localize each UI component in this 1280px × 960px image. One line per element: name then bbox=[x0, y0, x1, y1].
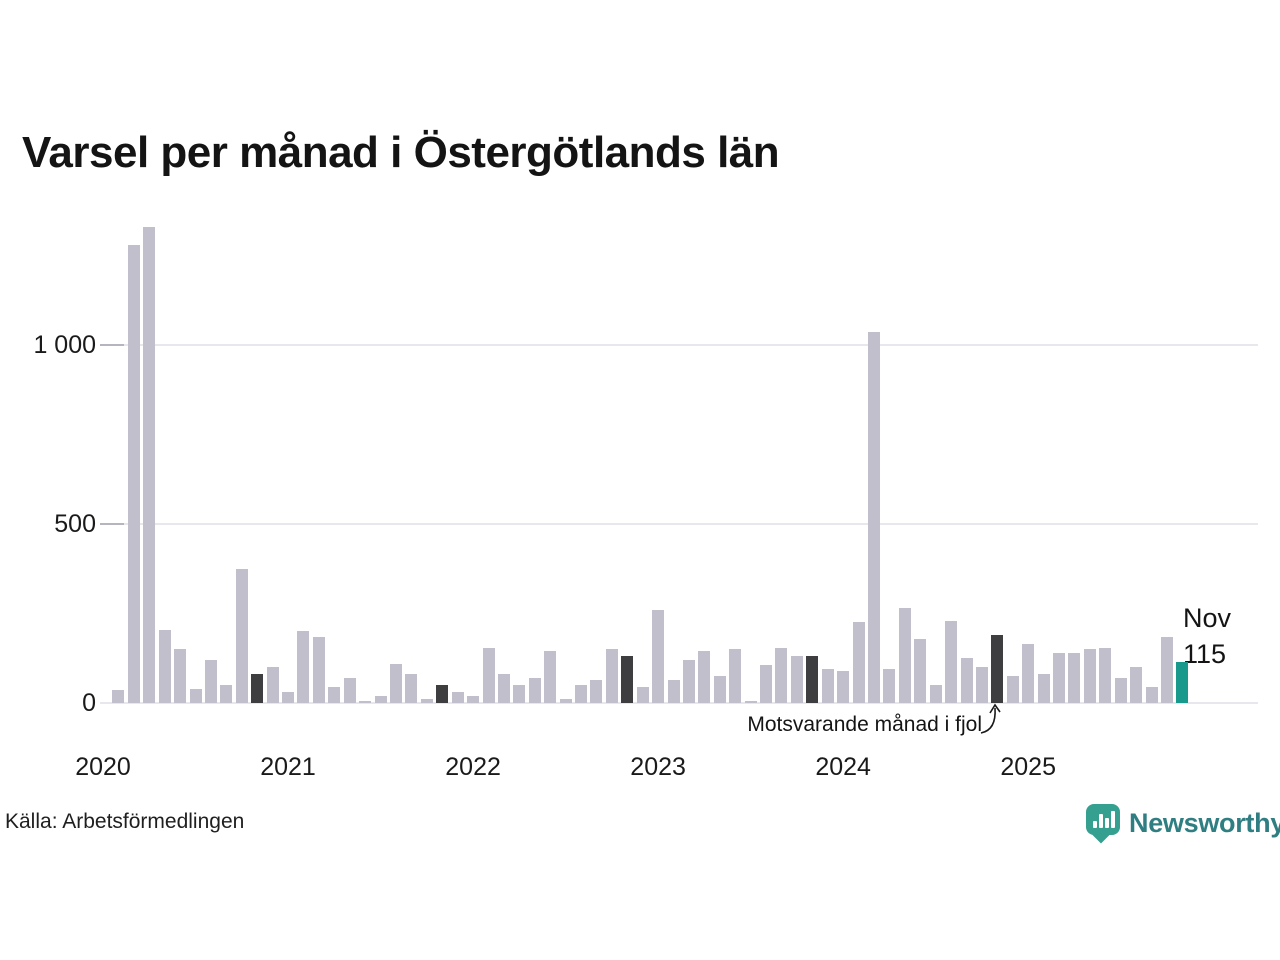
gridline-0 bbox=[100, 702, 1258, 704]
bar-dec-2021 bbox=[451, 692, 464, 703]
current-value: 115 bbox=[1183, 639, 1227, 669]
bar-okt-2024 bbox=[975, 667, 988, 703]
bar-nov-2025 bbox=[1176, 661, 1189, 703]
bar-sep-2025 bbox=[1145, 686, 1158, 703]
bar-dec-2024 bbox=[1006, 676, 1019, 703]
bar-sep-2023 bbox=[775, 647, 788, 703]
x-tick-label-2025: 2025 bbox=[1000, 753, 1056, 781]
x-tick-label-2023: 2023 bbox=[630, 753, 686, 781]
bar-sep-2022 bbox=[590, 679, 603, 703]
bar-sep-2020 bbox=[220, 685, 233, 703]
bar-jul-2023 bbox=[744, 701, 757, 703]
bar-mar-2022 bbox=[497, 674, 510, 703]
axis-tick-500 bbox=[100, 523, 124, 525]
source-caption: Källa: Arbetsförmedlingen bbox=[5, 810, 245, 833]
bar-jun-2021 bbox=[359, 701, 372, 703]
bar-jun-2020 bbox=[174, 649, 187, 703]
bar-maj-2025 bbox=[1083, 649, 1096, 703]
bar-jan-2021 bbox=[282, 692, 295, 703]
bar-aug-2022 bbox=[575, 685, 588, 703]
newsworthy-chart-bubble-icon bbox=[1086, 803, 1122, 844]
bar-maj-2022 bbox=[528, 677, 541, 703]
bar-aug-2024 bbox=[945, 620, 958, 703]
bar-apr-2021 bbox=[328, 686, 341, 703]
bar-nov-2020 bbox=[251, 674, 264, 703]
bar-apr-2025 bbox=[1068, 652, 1081, 703]
bar-jan-2024 bbox=[837, 670, 850, 703]
bar-chart-glyph bbox=[1093, 811, 1115, 828]
x-tick-label-2024: 2024 bbox=[815, 753, 871, 781]
bar-maj-2020 bbox=[158, 629, 171, 703]
bar-maj-2023 bbox=[713, 676, 726, 703]
bar-apr-2020 bbox=[143, 226, 156, 703]
bar-feb-2023 bbox=[667, 679, 680, 703]
bar-jun-2025 bbox=[1099, 647, 1112, 703]
bar-sep-2024 bbox=[960, 658, 973, 703]
bar-nov-2023 bbox=[806, 656, 819, 703]
y-tick-label: 500 bbox=[54, 510, 96, 538]
bar-maj-2021 bbox=[343, 677, 356, 703]
bar-feb-2020 bbox=[112, 690, 125, 703]
chart-title: Varsel per månad i Östergötlands län bbox=[22, 128, 780, 177]
bar-dec-2020 bbox=[266, 667, 279, 703]
bar-maj-2024 bbox=[898, 608, 911, 703]
bar-okt-2020 bbox=[235, 568, 248, 703]
bar-mar-2023 bbox=[682, 660, 695, 703]
gridline-500 bbox=[100, 523, 1258, 525]
bar-aug-2021 bbox=[389, 663, 402, 703]
bar-aug-2023 bbox=[760, 665, 773, 703]
bar-jun-2023 bbox=[729, 649, 742, 703]
bar-apr-2024 bbox=[883, 669, 896, 703]
bar-jan-2025 bbox=[1022, 643, 1035, 703]
plot-area bbox=[97, 210, 1267, 704]
bar-feb-2025 bbox=[1037, 674, 1050, 703]
current-value-label: Nov 115 bbox=[1183, 600, 1231, 672]
bar-feb-2024 bbox=[852, 622, 865, 703]
bar-feb-2021 bbox=[297, 631, 310, 703]
bar-okt-2025 bbox=[1160, 636, 1173, 703]
bar-jul-2025 bbox=[1114, 677, 1127, 703]
bar-nov-2022 bbox=[621, 656, 634, 703]
gridline-1000 bbox=[100, 344, 1258, 346]
bar-jul-2021 bbox=[374, 695, 387, 703]
bar-dec-2023 bbox=[821, 669, 834, 703]
bar-dec-2022 bbox=[636, 686, 649, 703]
bar-okt-2023 bbox=[790, 656, 803, 703]
axis-tick-1000 bbox=[100, 344, 124, 346]
bar-aug-2020 bbox=[204, 660, 217, 703]
x-tick-label-2020: 2020 bbox=[75, 753, 131, 781]
bar-nov-2021 bbox=[436, 685, 449, 703]
bar-jan-2022 bbox=[467, 695, 480, 703]
y-tick-label: 0 bbox=[82, 689, 96, 717]
bar-feb-2022 bbox=[482, 647, 495, 703]
bar-apr-2023 bbox=[698, 651, 711, 703]
annotation-arrow-icon bbox=[980, 703, 1001, 734]
bar-jul-2022 bbox=[559, 699, 572, 703]
y-tick-label: 1 000 bbox=[33, 331, 96, 359]
x-tick-label-2022: 2022 bbox=[445, 753, 501, 781]
bar-mar-2020 bbox=[127, 244, 140, 703]
bar-okt-2021 bbox=[420, 699, 433, 703]
current-month: Nov bbox=[1183, 603, 1232, 633]
x-tick-label-2021: 2021 bbox=[260, 753, 316, 781]
bar-mar-2025 bbox=[1053, 652, 1066, 703]
bar-jul-2024 bbox=[929, 685, 942, 703]
bar-jun-2022 bbox=[544, 651, 557, 703]
newsworthy-logo-text: Newsworthy bbox=[1129, 808, 1280, 838]
bar-okt-2022 bbox=[605, 649, 618, 703]
bar-nov-2024 bbox=[991, 634, 1004, 703]
bar-mar-2024 bbox=[868, 332, 880, 703]
bar-mar-2021 bbox=[312, 636, 325, 703]
bar-aug-2025 bbox=[1130, 667, 1143, 703]
bar-apr-2022 bbox=[513, 685, 526, 703]
bar-sep-2021 bbox=[405, 674, 418, 703]
bar-jun-2024 bbox=[914, 638, 927, 703]
newsworthy-logo[interactable]: Newsworthy bbox=[1086, 803, 1280, 845]
bar-jul-2020 bbox=[189, 688, 202, 703]
annotation-last-year-label: Motsvarande månad i fjol bbox=[747, 713, 982, 736]
bar-jan-2023 bbox=[652, 609, 665, 703]
